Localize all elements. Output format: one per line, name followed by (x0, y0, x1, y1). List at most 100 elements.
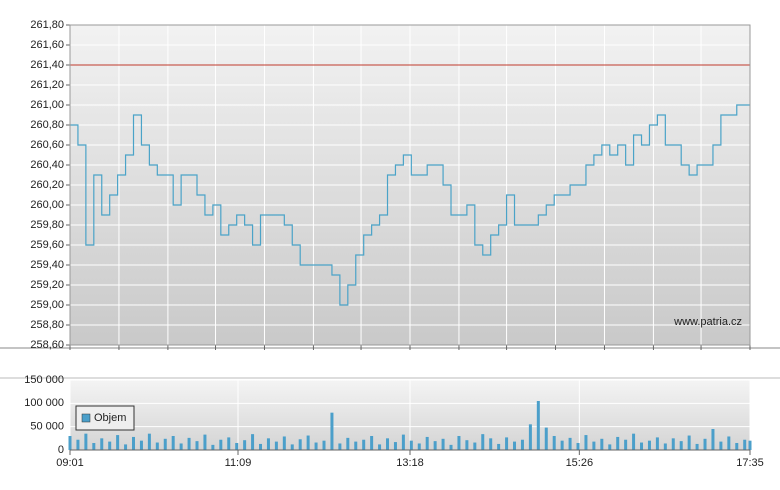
volume-bar (370, 436, 374, 450)
y-tick-label: 259,00 (30, 299, 64, 311)
volume-bar (386, 438, 390, 450)
volume-bar (465, 440, 469, 450)
y-tick-label: 261,60 (30, 39, 64, 51)
volume-bar (171, 436, 175, 450)
volume-bar (544, 427, 548, 450)
volume-bar (711, 429, 715, 450)
volume-bar (457, 436, 461, 450)
y-tick-label: 261,40 (30, 59, 64, 71)
y-tick-label: 100 000 (24, 397, 64, 409)
volume-bar (139, 440, 143, 450)
volume-bar (68, 436, 72, 450)
volume-bar (179, 443, 183, 450)
volume-bar (528, 424, 532, 450)
y-tick-label: 261,00 (30, 99, 64, 111)
volume-bar (600, 438, 604, 450)
volume-bar (632, 433, 636, 450)
x-tick-label: 11:09 (225, 457, 252, 469)
legend-label: Objem (94, 412, 126, 424)
volume-bar (76, 439, 80, 450)
volume-bar (338, 443, 342, 450)
y-tick-label: 261,80 (30, 19, 64, 31)
volume-bar (227, 437, 231, 450)
volume-bar (608, 444, 612, 450)
volume-bar (84, 433, 88, 450)
volume-bar (322, 440, 326, 450)
volume-bar (251, 434, 255, 450)
volume-bar (695, 443, 699, 450)
volume-bar (155, 442, 159, 450)
volume-bar (314, 442, 318, 450)
volume-bar (679, 441, 683, 450)
volume-bar (481, 434, 485, 450)
legend-swatch (81, 413, 91, 423)
volume-bar (401, 434, 405, 450)
volume-bar (362, 439, 366, 450)
volume-bar (282, 436, 286, 450)
volume-bar (116, 435, 120, 450)
volume-bar (235, 443, 239, 450)
y-tick-label: 50 000 (30, 421, 64, 433)
watermark: www.patria.cz (673, 316, 742, 328)
x-tick-label: 09:01 (56, 457, 84, 469)
price-line (70, 104, 750, 306)
volume-bar (719, 441, 723, 450)
volume-bar (330, 412, 334, 450)
x-tick-label: 13:18 (396, 457, 424, 469)
y-tick-label: 258,80 (30, 319, 64, 331)
volume-bar (489, 438, 493, 450)
y-tick-label: 150 000 (24, 374, 64, 386)
plot-frame (69, 24, 751, 346)
volume-bar (346, 437, 350, 450)
volume-bar (743, 439, 747, 450)
y-tick-label: 260,60 (30, 139, 64, 151)
y-tick-label: 260,20 (30, 179, 64, 191)
volume-bar (505, 437, 509, 450)
volume-bar (449, 444, 453, 450)
volume-bar (219, 439, 223, 450)
volume-bar (663, 443, 667, 450)
volume-bar (520, 439, 524, 450)
volume-bar (441, 438, 445, 450)
volume-bar (354, 441, 358, 450)
volume-bar (624, 439, 628, 450)
x-tick-label: 15:26 (566, 457, 594, 469)
volume-bar (163, 438, 167, 450)
volume-bar (616, 436, 620, 450)
volume-bar (100, 438, 104, 450)
volume-bar (187, 437, 191, 450)
volume-bar (748, 440, 752, 450)
volume-bar (687, 435, 691, 450)
volume-bar (473, 442, 477, 450)
y-tick-label: 260,00 (30, 199, 64, 211)
volume-bar (640, 442, 644, 450)
volume-bar (536, 401, 540, 450)
volume-bar (266, 438, 270, 450)
volume-bar (703, 438, 707, 450)
volume-bar (671, 438, 675, 450)
volume-bar (433, 441, 437, 450)
volume-bar (409, 440, 413, 450)
y-tick-label: 258,60 (30, 339, 64, 351)
y-tick-label: 261,20 (30, 79, 64, 91)
y-tick-label: 259,40 (30, 259, 64, 271)
volume-bar (259, 443, 263, 450)
volume-bar (195, 441, 199, 450)
volume-bar (108, 441, 112, 450)
volume-bar (393, 442, 397, 450)
y-tick-label: 259,80 (30, 219, 64, 231)
volume-bar (274, 441, 278, 450)
volume-bar (568, 437, 572, 450)
volume-bar (584, 435, 588, 450)
y-tick-label: 0 (58, 444, 64, 456)
volume-bar (576, 443, 580, 450)
volume-bar (132, 436, 136, 450)
volume-bar (211, 444, 215, 450)
volume-bar (92, 443, 96, 450)
volume-bar (378, 444, 382, 450)
volume-bar (298, 439, 302, 450)
volume-bar (552, 436, 556, 450)
volume-bar (513, 441, 517, 450)
volume-bar (727, 436, 731, 450)
